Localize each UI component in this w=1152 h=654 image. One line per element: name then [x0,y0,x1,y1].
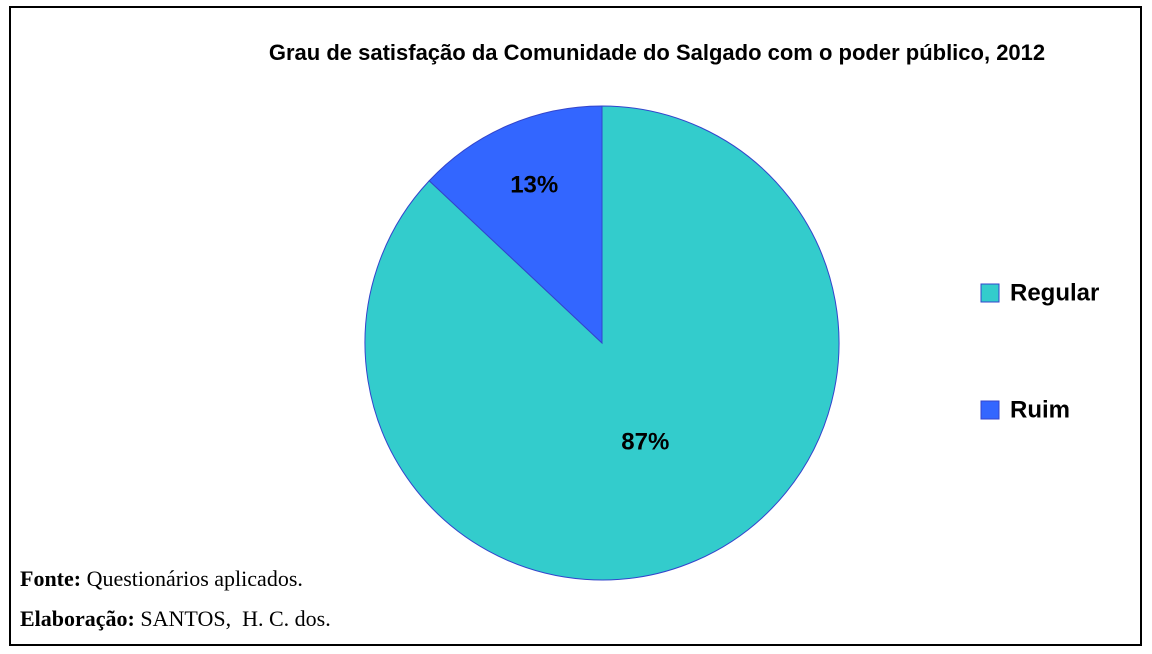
legend-label: Regular [1010,279,1099,306]
legend-swatch [980,283,1000,303]
chart-title: Grau de satisfação da Comunidade do Salg… [268,40,1046,65]
pie-slice [428,105,603,345]
note-label: Elaboração: [20,606,135,631]
note-text: SANTOS, H. C. dos. [140,606,331,631]
legend-label: Ruim [1010,396,1070,423]
data-label: 87% [621,428,669,455]
note-text: Questionários aplicados. [86,566,303,591]
frame [9,6,1142,646]
note: Fonte: Questionários aplicados. [20,566,303,592]
note-label: Fonte: [20,566,82,591]
note: Elaboração: SANTOS, H. C. dos. [20,606,331,632]
legend-swatch [980,400,1000,420]
data-label: 13% [510,172,558,199]
